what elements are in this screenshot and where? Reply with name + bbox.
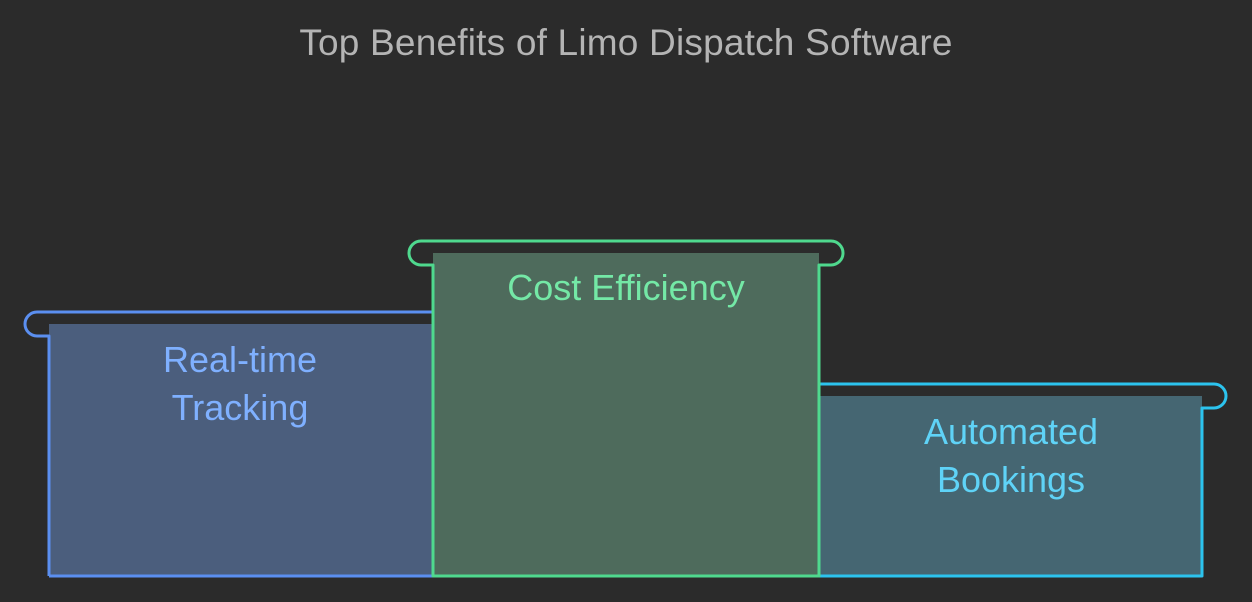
- step-automated-bookings: [819, 382, 1228, 578]
- label-real-time-tracking: Real-time Tracking: [48, 336, 432, 432]
- label-line: Cost Efficiency: [507, 267, 745, 308]
- label-line: Automated: [923, 411, 1099, 452]
- label-line: Tracking: [171, 387, 309, 428]
- label-cost-efficiency: Cost Efficiency: [433, 264, 819, 312]
- label-line: Bookings: [936, 459, 1086, 500]
- step-body-cyan: [819, 396, 1202, 576]
- diagram-title: Top Benefits of Limo Dispatch Software: [299, 22, 953, 63]
- label-line: Real-time: [162, 339, 318, 380]
- step-outline-cyan: [819, 382, 1228, 578]
- label-automated-bookings: Automated Bookings: [820, 408, 1202, 504]
- step-body-blue: [49, 324, 433, 576]
- step-cost-efficiency: [407, 239, 845, 578]
- step-body-green: [433, 253, 819, 576]
- step-outline-green: [407, 239, 845, 578]
- step-outline-blue: [23, 310, 433, 576]
- step-real-time-tracking: [23, 310, 433, 578]
